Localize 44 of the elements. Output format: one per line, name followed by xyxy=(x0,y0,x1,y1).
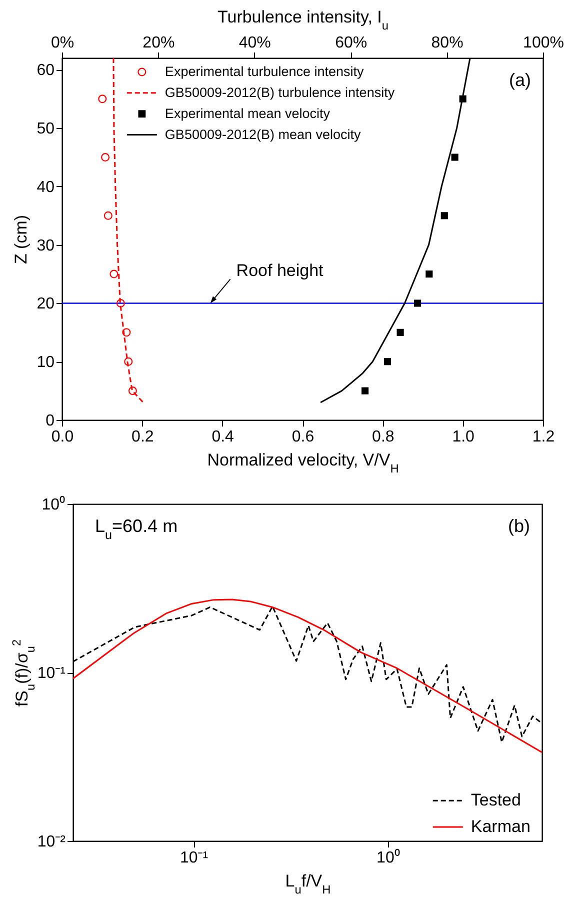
y-tick-label: 10⁻¹ xyxy=(37,665,66,682)
y-tick-label: 60 xyxy=(36,62,55,80)
x-tick-label: 0.0 xyxy=(51,428,74,446)
y-axis-title: Z (cm) xyxy=(12,214,31,264)
y-tick-label: 10⁻² xyxy=(37,834,66,850)
point xyxy=(361,387,369,394)
x-axis-title: Normalized velocity, V/V$_{H}$ xyxy=(207,450,399,476)
legend-label: Tested xyxy=(470,790,521,810)
x2-tick-label: 60% xyxy=(335,34,368,52)
x2-tick-label: 80% xyxy=(431,34,464,52)
point xyxy=(384,358,392,366)
point xyxy=(440,212,448,220)
x2-tick-label: 20% xyxy=(142,34,175,52)
legend-label: GB50009-2012(B) mean velocity xyxy=(164,126,362,142)
y-tick-label: 0 xyxy=(46,412,55,430)
y-tick-label: 40 xyxy=(36,178,55,196)
y-tick-label: 30 xyxy=(36,237,55,254)
legend-label: Karman xyxy=(470,817,530,836)
x-tick-label: 1.2 xyxy=(532,428,555,446)
x-axis-title: L$_{u}$f/V$_{H}$ xyxy=(285,872,331,896)
x-tick-label: 0.4 xyxy=(212,428,234,446)
x2-axis-title: Turbulence intensity, I$_{u}$ xyxy=(217,8,389,32)
y-tick-label: 50 xyxy=(36,120,55,138)
point xyxy=(426,270,433,278)
x2-tick-label: 100% xyxy=(523,34,564,52)
legend-label: GB50009-2012(B) turbulence intensity xyxy=(164,84,395,100)
point xyxy=(451,154,458,161)
x2-tick-label: 40% xyxy=(238,34,271,52)
annotation: L$_{u}$=60.4 m xyxy=(95,516,178,542)
legend-label: Experimental turbulence intensity xyxy=(164,64,364,79)
annotation: (b) xyxy=(508,516,530,536)
y-tick-label: 20 xyxy=(36,296,55,313)
y-tick-label: 10⁰ xyxy=(42,496,66,514)
x-tick-label: 0.8 xyxy=(372,428,394,446)
x-tick-label: 0.6 xyxy=(292,428,314,446)
legend-label: Experimental mean velocity xyxy=(164,106,330,121)
annotation: Roof height xyxy=(236,261,324,280)
x-tick-label: 1.0 xyxy=(452,428,475,446)
x2-tick-label: 0% xyxy=(50,34,74,52)
point xyxy=(414,300,422,307)
x-tick-label: 0.2 xyxy=(132,428,154,446)
point xyxy=(396,328,404,336)
y-tick-label: 10 xyxy=(36,354,55,372)
annotation: (a) xyxy=(509,70,531,90)
